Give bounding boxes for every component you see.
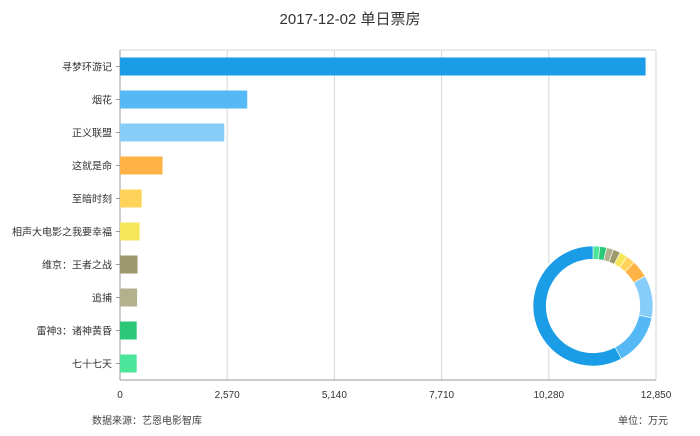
category-label: 正义联盟 xyxy=(72,128,112,140)
x-tick-label: 7,710 xyxy=(429,390,454,401)
category-label: 维京：王者之战 xyxy=(42,259,112,272)
bar xyxy=(120,57,646,76)
grid-layer xyxy=(116,49,657,381)
unit-note: 单位：万元 xyxy=(618,416,668,427)
donut-background xyxy=(532,245,654,367)
x-tick-label: 0 xyxy=(117,390,123,401)
bar xyxy=(120,222,140,241)
category-label: 相声大电影之我要幸福 xyxy=(12,226,112,239)
bar xyxy=(120,156,163,175)
category-label: 烟花 xyxy=(92,94,112,107)
x-tick-label: 10,280 xyxy=(534,390,565,401)
category-label: 寻梦环游记 xyxy=(62,61,112,74)
category-label: 七十七天 xyxy=(72,358,112,371)
category-label: 这就是命 xyxy=(72,160,112,173)
x-tick-label: 5,140 xyxy=(322,390,347,401)
bar xyxy=(120,90,248,109)
labels-layer: 0 2,570 5,140 7,710 10,280 12,850 寻梦环游记烟花正义联盟这… xyxy=(12,61,672,402)
data-source-note: 数据来源：艺恩电影智库 xyxy=(92,416,202,427)
x-tick-label: 2,570 xyxy=(215,390,240,401)
x-tick-label: 12,850 xyxy=(641,390,672,401)
donut-slice xyxy=(532,245,622,367)
category-label: 至暗时刻 xyxy=(72,193,112,206)
donut-chart xyxy=(532,245,654,367)
category-label: 追捕 xyxy=(92,292,112,305)
chart-title: 2017-12-02 单日票房 xyxy=(279,11,421,28)
bar xyxy=(120,255,138,274)
category-label: 雷神3：诸神黄昏 xyxy=(36,325,112,338)
bar xyxy=(120,321,137,340)
bars-layer xyxy=(120,57,646,373)
bar xyxy=(120,189,142,208)
bar xyxy=(120,354,137,373)
bar xyxy=(120,123,225,142)
bar xyxy=(120,288,138,307)
